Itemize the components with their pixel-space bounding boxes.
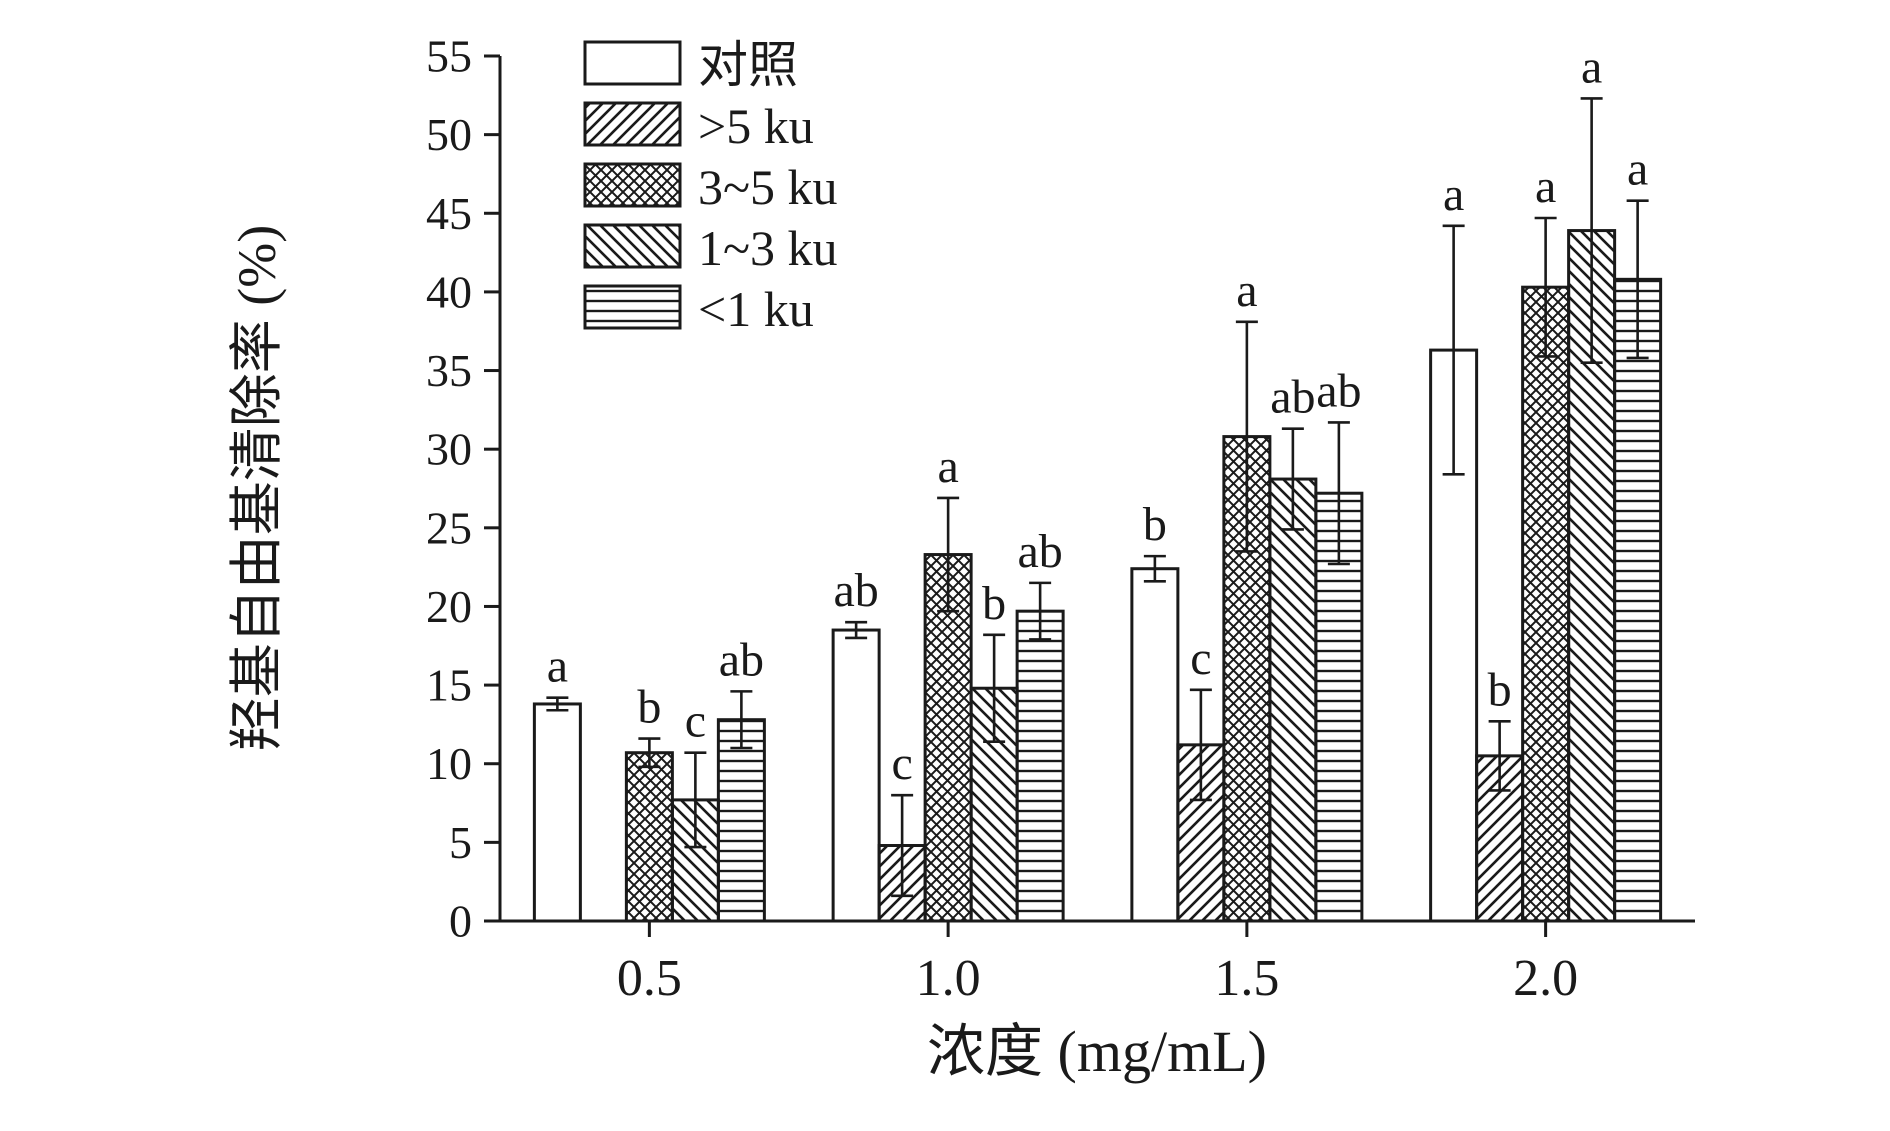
sig-letter-lt-1ku-3: a: [1627, 143, 1648, 196]
bar-chart-figure: 0 5 10 15 20 25 30 35 40 45 50 55 0.5 1.0 1.5 2.0 a b c ab…: [40, 16, 1890, 1115]
sig-letter-3-5ku-1: a: [937, 440, 958, 493]
legend-label-gt-5ku: >5 ku: [698, 98, 814, 154]
legend-item-3-5ku: 3~5 ku: [583, 159, 838, 215]
legend-swatch-crosshatch: [583, 162, 682, 208]
x-tick-label: 1.5: [1214, 950, 1279, 1007]
chart-legend: 对照>5 ku3~5 ku1~3 ku<1 ku: [583, 37, 838, 337]
bar-lt-1ku-3: [1613, 277, 1663, 923]
bar-control-2: [1130, 567, 1180, 923]
sig-letter-lt-1ku-1: ab: [1017, 525, 1062, 578]
sig-letter-1-3ku-1: b: [982, 577, 1006, 630]
bar-3-5ku-1: [923, 553, 973, 923]
bar-3-5ku-0: [624, 751, 674, 923]
sig-letter-1-3ku-3: a: [1581, 40, 1602, 93]
axis-layer: 0 5 10 15 20 25 30 35 40 45 50 55 0.5 1.0 1.5 2.0: [426, 31, 1695, 1007]
sig-letter-control-3: a: [1443, 168, 1464, 221]
sig-letter-control-1: ab: [833, 564, 878, 617]
x-tick-label: 0.5: [617, 950, 682, 1007]
legend-swatch-diag-back: [583, 223, 682, 269]
legend-item-control: 对照: [583, 37, 798, 93]
sig-letter-1-3ku-2: ab: [1270, 371, 1315, 424]
legend-item-gt-5ku: >5 ku: [583, 98, 814, 154]
sig-letter-lt-1ku-2: ab: [1316, 364, 1361, 417]
y-tick-label: 55: [426, 31, 472, 82]
y-tick-label: 45: [426, 188, 472, 239]
y-tick-label: 25: [426, 502, 472, 553]
bar-lt-1ku-1: [1015, 609, 1065, 923]
y-tick-label: 35: [426, 345, 472, 396]
sig-letter-1-3ku-0: c: [685, 695, 706, 748]
sig-letter-3-5ku-3: a: [1535, 160, 1556, 213]
x-axis-title: 浓度 (mg/mL): [927, 1019, 1267, 1084]
y-tick-label: 10: [426, 738, 472, 789]
x-tick-label: 1.0: [916, 950, 981, 1007]
sig-letter-lt-1ku-0: ab: [719, 633, 764, 686]
bar-control-1: [831, 628, 881, 923]
legend-label-1-3ku: 1~3 ku: [698, 220, 838, 276]
sig-letter-control-2: b: [1143, 498, 1167, 551]
sig-letter-3-5ku-2: a: [1236, 264, 1257, 317]
sig-letter-control-0: a: [547, 640, 568, 693]
legend-item-1-3ku: 1~3 ku: [583, 220, 838, 276]
y-tick-label: 30: [426, 424, 472, 475]
sig-letter-gt-5ku-1: c: [891, 737, 912, 790]
bar-lt-1ku-0: [716, 718, 766, 923]
y-axis-title: 羟基自由基清除率 (%): [227, 225, 287, 751]
sig-letter-gt-5ku-2: c: [1190, 632, 1211, 685]
y-tick-label: 20: [426, 581, 472, 632]
legend-label-control: 对照: [698, 37, 798, 93]
y-tick-label: 5: [449, 817, 472, 868]
sig-letter-3-5ku-0: b: [637, 681, 661, 734]
y-tick-label: 15: [426, 660, 472, 711]
legend-label-lt-1ku: <1 ku: [698, 281, 814, 337]
bar-3-5ku-3: [1521, 285, 1571, 923]
bar-control-0: [532, 702, 582, 923]
legend-swatch-horizontal: [583, 284, 682, 330]
y-tick-label: 50: [426, 109, 472, 160]
y-tick-label: 0: [449, 896, 472, 947]
bar-1-3ku-2: [1268, 477, 1318, 923]
y-tick-label: 40: [426, 266, 472, 317]
sig-letter-gt-5ku-3: b: [1488, 663, 1512, 716]
legend-label-3-5ku: 3~5 ku: [698, 159, 838, 215]
legend-item-lt-1ku: <1 ku: [583, 281, 814, 337]
legend-swatch-plain: [583, 40, 682, 86]
legend-swatch-diag-forward: [583, 101, 682, 147]
x-tick-label: 2.0: [1513, 950, 1578, 1007]
